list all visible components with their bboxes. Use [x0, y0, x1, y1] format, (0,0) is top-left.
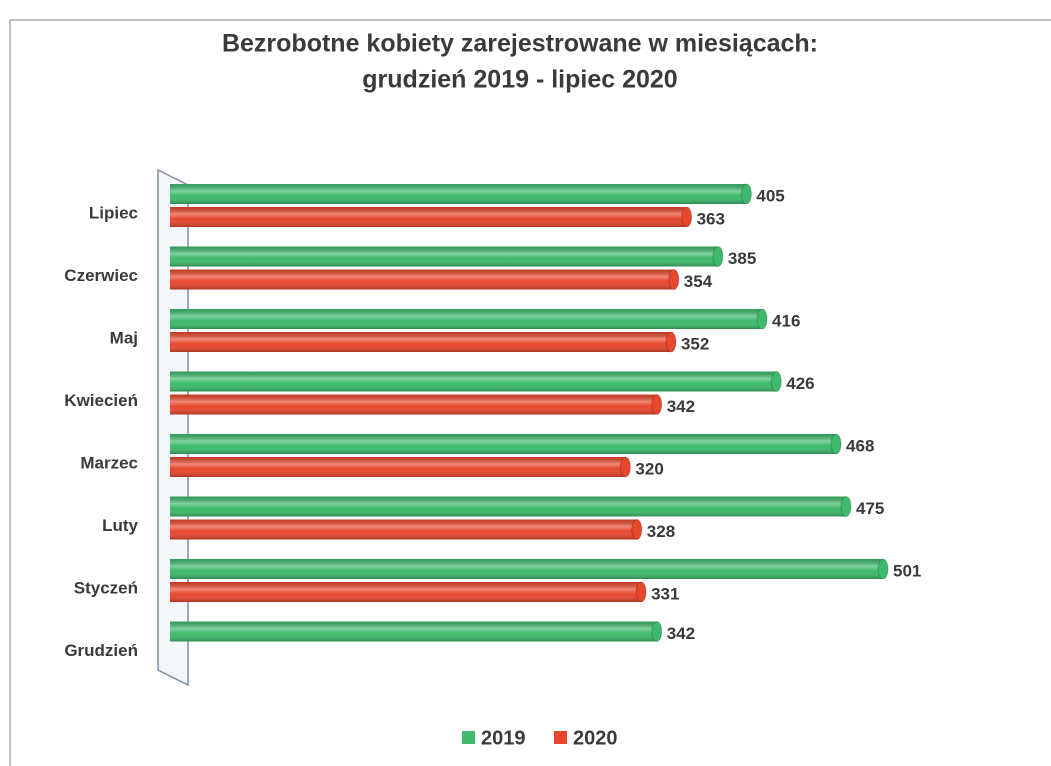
bar-shine: [170, 246, 718, 267]
bar-shine: [170, 457, 626, 477]
data-label: 328: [647, 522, 675, 541]
bar: [170, 433, 842, 455]
data-label: 475: [856, 499, 884, 518]
bar-cap: [756, 308, 768, 330]
bar-shine: [170, 371, 777, 392]
bar-cap: [635, 581, 647, 603]
bar-cap: [712, 246, 724, 267]
legend-swatch: [462, 731, 475, 744]
bar-cap: [619, 456, 631, 478]
bar-shine: [170, 582, 642, 602]
bar-cap: [651, 394, 663, 415]
bar-cap: [840, 496, 852, 517]
chart-title: Bezrobotne kobiety zarejestrowane w mies…: [222, 30, 818, 58]
data-label: 426: [786, 374, 814, 393]
bar-shine: [170, 621, 657, 642]
bar-cap: [631, 519, 643, 540]
bar-shine: [170, 269, 674, 290]
bar-shine: [170, 207, 687, 227]
data-label: 354: [684, 272, 713, 291]
bar-shine: [170, 332, 671, 352]
legend-label: 2019: [481, 727, 526, 749]
data-label: 342: [667, 397, 695, 416]
bar-cap: [740, 183, 752, 205]
bar-shine: [170, 559, 883, 579]
axis-wall: [157, 168, 189, 687]
bar: [170, 456, 631, 478]
y-tick-label: Styczeń: [74, 578, 138, 597]
bar-cap: [651, 621, 663, 642]
y-tick-label: Luty: [102, 516, 138, 535]
bar-shine: [170, 519, 637, 540]
chart-subtitle: grudzień 2019 - lipiec 2020: [362, 66, 677, 94]
data-label: 342: [667, 624, 695, 643]
bar-shine: [170, 496, 846, 517]
bar-cap: [877, 558, 889, 580]
data-label: 352: [681, 334, 709, 353]
legend-label: 2020: [573, 727, 618, 749]
data-label: 385: [728, 249, 756, 268]
bar: [170, 621, 663, 642]
bar: [170, 308, 768, 330]
bar-cap: [770, 371, 782, 392]
legend-swatch: [554, 731, 567, 744]
y-tick-label: Grudzień: [64, 641, 138, 660]
bar-shine: [170, 394, 657, 415]
data-label: 320: [635, 459, 663, 478]
bar: [170, 246, 724, 267]
bar: [170, 206, 693, 228]
bar: [170, 581, 647, 603]
frame: [9, 19, 1051, 766]
bar: [170, 519, 643, 540]
y-tick-label: Czerwiec: [64, 266, 138, 285]
bar: [170, 371, 782, 392]
bar-cap: [668, 269, 680, 290]
data-label: 405: [756, 186, 784, 205]
data-label: 331: [651, 584, 679, 603]
bar: [170, 269, 680, 290]
data-label: 363: [697, 209, 725, 228]
y-tick-label: Lipiec: [89, 203, 138, 222]
bar-shine: [170, 184, 747, 204]
y-tick-label: Maj: [110, 328, 138, 347]
bar: [170, 394, 663, 415]
bar: [170, 331, 677, 353]
bar-shine: [170, 309, 763, 329]
data-label: 468: [846, 436, 874, 455]
y-tick-label: Marzec: [80, 453, 138, 472]
bar-shine: [170, 434, 837, 454]
y-tick-label: Kwiecień: [64, 391, 138, 410]
data-label: 501: [893, 561, 921, 580]
bar: [170, 558, 889, 580]
data-label: 416: [772, 311, 800, 330]
bar-cap: [830, 433, 842, 455]
bar: [170, 496, 852, 517]
bar-cap: [665, 331, 677, 353]
bar: [170, 183, 752, 205]
bar-cap: [681, 206, 693, 228]
